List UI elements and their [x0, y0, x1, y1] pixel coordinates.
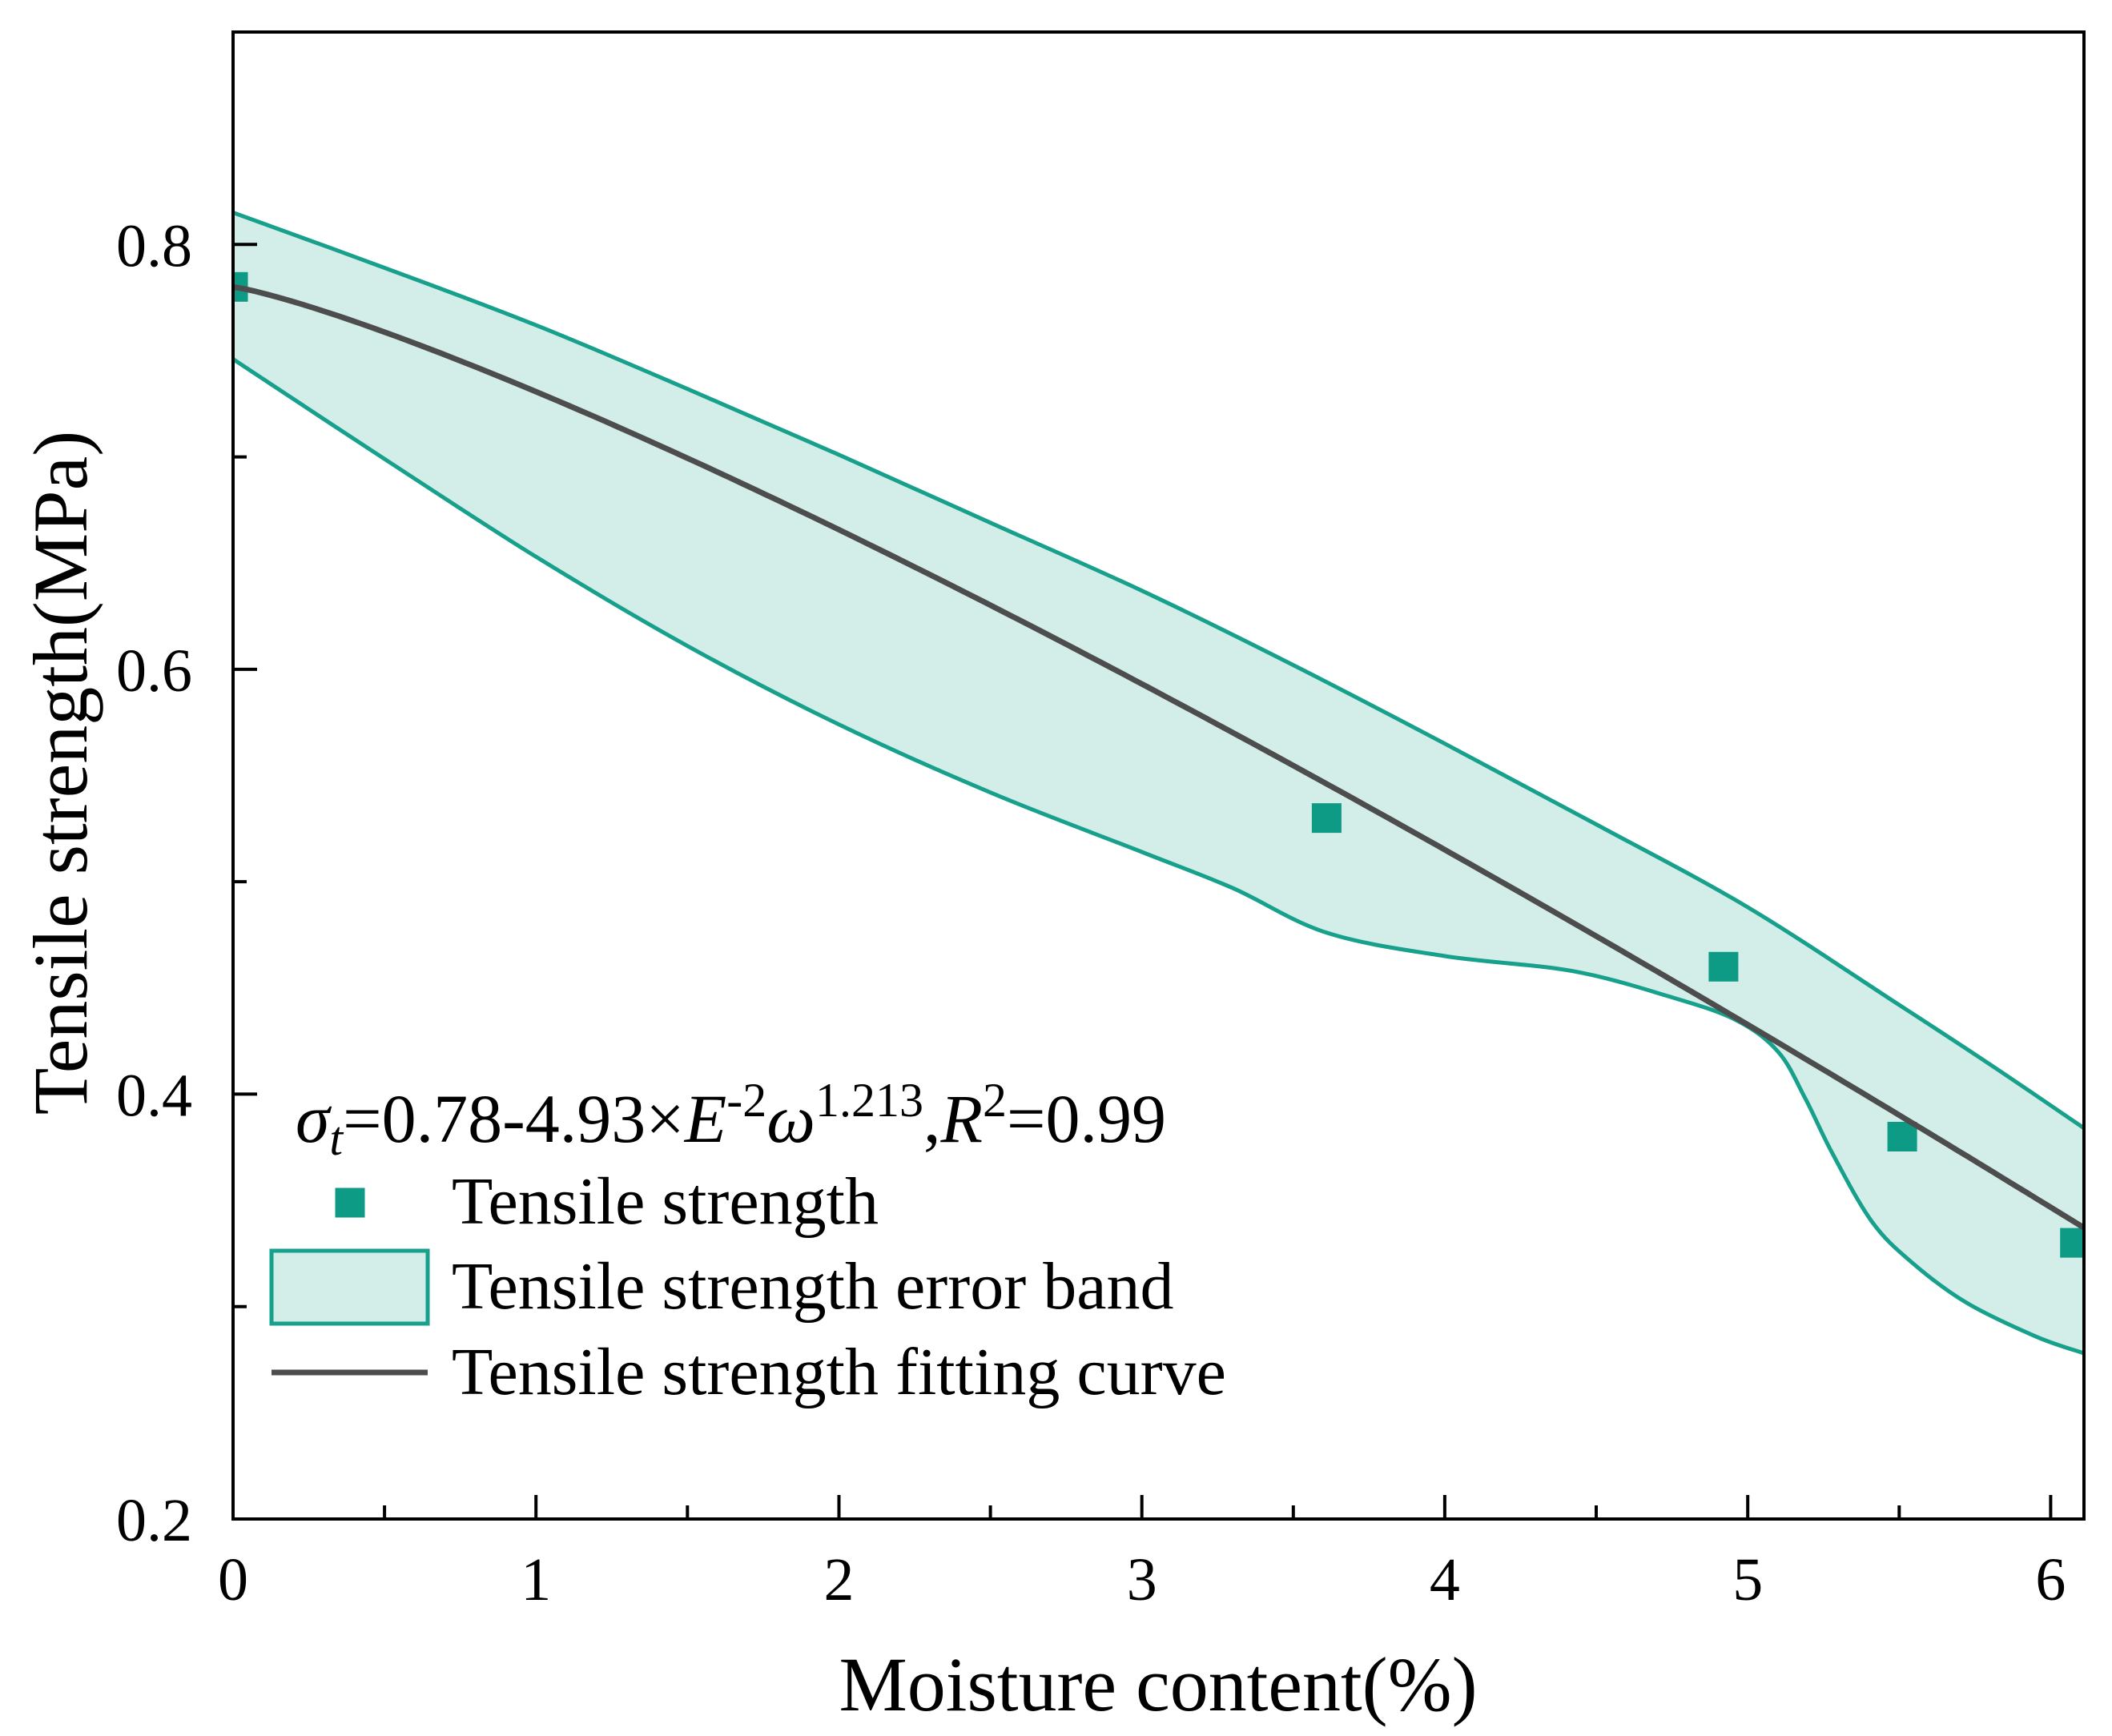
- fitting-curve-line: [233, 283, 2084, 1231]
- eq-E-superscript: -2: [726, 1074, 766, 1127]
- y-tick-label: 0.2: [116, 1487, 192, 1554]
- error-band-upper-edge: [233, 211, 2084, 1130]
- y-axis-title: Tensile strength(MPa): [18, 431, 103, 1115]
- axes: 0 1 2 3 4 5 6 0.2 0.4 0.6 0.8: [116, 212, 2066, 1613]
- y-tick-label: 0.8: [116, 212, 192, 279]
- eq-omega: ω: [766, 1080, 815, 1157]
- eq-part-1: =0.78-4.93×: [343, 1080, 685, 1157]
- eq-comma: ,: [923, 1080, 941, 1157]
- eq-omega-superscript: 1.213: [815, 1074, 923, 1127]
- y-tick-label: 0.6: [116, 637, 192, 705]
- fit-equation: σt=0.78-4.93×E-2ω1.213,R2=0.99: [296, 1074, 1166, 1165]
- eq-sigma-subscript: t: [329, 1112, 344, 1165]
- y-tick-label: 0.4: [116, 1062, 192, 1129]
- eq-R: R: [940, 1080, 984, 1157]
- x-tick-label: 5: [1732, 1546, 1763, 1613]
- eq-E: E: [683, 1080, 727, 1157]
- legend-label-fitting-curve: Tensile strength fitting curve: [452, 1335, 1226, 1409]
- error-band-lower-edge: [233, 357, 2084, 1356]
- plot-area: [233, 211, 2084, 1356]
- data-point: [1887, 1122, 1917, 1151]
- eq-part-2: =0.99: [1007, 1080, 1166, 1157]
- plot-frame: [231, 30, 2086, 1521]
- eq-sigma: σ: [296, 1080, 332, 1157]
- data-point: [1708, 951, 1739, 982]
- x-tick-label: 0: [218, 1546, 248, 1613]
- x-tick-label: 4: [1430, 1546, 1460, 1613]
- x-axis-title: Moisture content(%): [839, 1642, 1477, 1727]
- x-tick-label: 2: [824, 1546, 855, 1613]
- x-tick-label: 6: [2035, 1546, 2066, 1613]
- legend-label-error-band: Tensile strength error band: [452, 1249, 1173, 1324]
- x-tick-label: 3: [1127, 1546, 1157, 1613]
- legend-label-tensile-strength: Tensile strength: [452, 1164, 879, 1239]
- legend-marker-tensile-strength: [335, 1187, 365, 1218]
- legend-swatch-error-band: [269, 1248, 430, 1326]
- error-band-fill: [233, 212, 2084, 1354]
- x-tick-label: 1: [521, 1546, 551, 1613]
- data-point: [2060, 1228, 2084, 1258]
- eq-R-superscript: 2: [983, 1074, 1007, 1127]
- data-point: [1311, 803, 1342, 834]
- legend: σt=0.78-4.93×E-2ω1.213,R2=0.99 Tensile s…: [269, 1074, 1226, 1409]
